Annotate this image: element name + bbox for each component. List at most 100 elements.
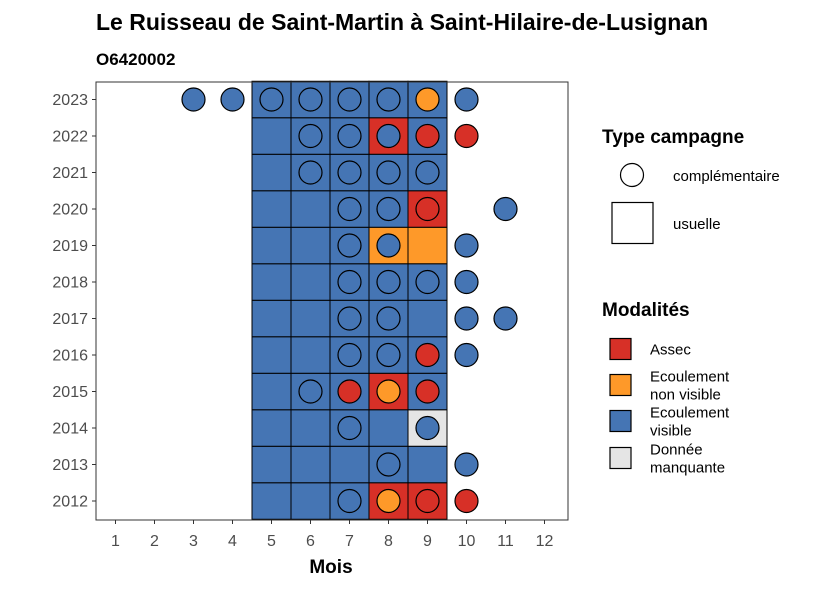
point-2023-10	[454, 87, 479, 112]
legend-label-ecoulement-visible-1: Ecoulement	[650, 405, 730, 422]
tile-2014-9	[407, 409, 448, 447]
y-tick-label-2018: 2018	[52, 275, 88, 292]
x-axis: 1 2 3 4 5 6 7 8 9 10 11 12	[111, 520, 554, 550]
point-2020-8	[376, 196, 401, 222]
tile-2019-5	[251, 226, 292, 265]
point-2022-6	[298, 123, 323, 149]
point-2021-6	[298, 160, 323, 185]
point-2023-5	[259, 87, 284, 112]
tile-2017-5	[251, 299, 292, 338]
x-tick-label-6: 6	[306, 533, 315, 550]
point-2017-7	[337, 306, 362, 331]
tile-2014-6	[290, 409, 331, 447]
x-tick-label-7: 7	[345, 533, 354, 550]
point-2023-7	[337, 87, 362, 112]
legend-swatch-ecoulement-visible	[609, 409, 632, 433]
point-2022-7	[337, 123, 362, 149]
point-2020-11	[493, 196, 518, 222]
y-tick-label-2019: 2019	[52, 238, 88, 255]
point-2018-9	[415, 269, 440, 295]
point-2015-6	[298, 379, 323, 404]
tile-2014-8	[368, 409, 409, 447]
point-2018-8	[376, 269, 401, 295]
tile-2020-6	[290, 190, 331, 228]
legend-fill-title: Modalités	[602, 300, 690, 321]
point-2023-3	[181, 87, 206, 112]
y-tick-label-2014: 2014	[52, 421, 88, 438]
point-2023-6	[298, 87, 323, 112]
point-2015-9	[415, 379, 440, 404]
x-tick-label-8: 8	[384, 533, 393, 550]
tile-2017-6	[290, 299, 331, 338]
x-tick-label-3: 3	[189, 533, 198, 550]
point-2016-10	[454, 342, 479, 368]
point-2020-7	[337, 196, 362, 222]
point-2017-8	[376, 306, 401, 331]
legend-swatch-ecoulement-non-visible	[609, 373, 632, 397]
point-2014-9	[415, 415, 440, 441]
tile-2016-6	[290, 336, 331, 374]
tile-2019-6	[290, 226, 331, 265]
point-2019-8	[376, 233, 401, 258]
y-axis: 2012 2013 2014 2015 2016 2017 2018 2019 2020 2021…	[52, 92, 96, 511]
tile-2013-7	[329, 445, 370, 484]
point-2012-7	[337, 488, 362, 514]
point-2021-7	[337, 160, 362, 185]
y-tick-label-2012: 2012	[52, 494, 88, 511]
legend-label-complementaire: complémentaire	[673, 168, 780, 185]
tile-2012-5	[251, 482, 292, 520]
legend-key-complementaire	[619, 162, 645, 188]
x-tick-label-1: 1	[111, 533, 120, 550]
panel-border	[95, 81, 569, 521]
x-axis-title: Mois	[309, 557, 352, 578]
point-2023-9	[415, 87, 440, 112]
point-2013-10	[454, 452, 479, 477]
legend-swatch-assec	[609, 337, 632, 361]
point-2016-9	[415, 342, 440, 368]
y-tick-label-2021: 2021	[52, 165, 88, 182]
tile-2018-5	[251, 263, 292, 301]
x-tick-label-5: 5	[267, 533, 276, 550]
x-tick-label-2: 2	[150, 533, 159, 550]
point-2019-10	[454, 233, 479, 258]
complementaire-points	[181, 87, 518, 514]
point-2022-8	[376, 123, 401, 149]
point-2017-10	[454, 306, 479, 331]
y-tick-label-2017: 2017	[52, 311, 88, 328]
x-tick-label-4: 4	[228, 533, 237, 550]
point-2020-9	[415, 196, 440, 222]
tile-2021-5	[251, 153, 292, 192]
tile-2013-9	[407, 445, 448, 484]
point-2018-7	[337, 269, 362, 295]
legend-label-donnee-manquante-1: Donnée	[650, 442, 703, 459]
y-tick-label-2013: 2013	[52, 457, 88, 474]
point-2023-8	[376, 87, 401, 112]
point-2018-10	[454, 269, 479, 295]
tile-2016-9	[407, 336, 448, 374]
point-2021-9	[415, 160, 440, 185]
legend-label-ecoulement-non-visible-1: Ecoulement	[650, 369, 730, 386]
legend-key-usuelle	[611, 201, 654, 245]
tile-2013-6	[290, 445, 331, 484]
legend-label-ecoulement-visible-2: visible	[650, 423, 692, 440]
point-2014-7	[337, 415, 362, 441]
point-2017-11	[493, 306, 518, 331]
tile-2015-5	[251, 372, 292, 411]
legend-shape: complémentaire usuelle	[611, 162, 780, 245]
point-2015-7	[337, 379, 362, 404]
x-tick-label-9: 9	[423, 533, 432, 550]
point-2023-4	[220, 87, 245, 112]
tile-2022-5	[251, 117, 292, 155]
y-tick-label-2015: 2015	[52, 384, 88, 401]
y-tick-label-2022: 2022	[52, 129, 88, 146]
point-2016-7	[337, 342, 362, 368]
x-tick-label-12: 12	[536, 533, 554, 550]
point-2012-10	[454, 488, 479, 514]
point-2016-8	[376, 342, 401, 368]
point-2013-8	[376, 452, 401, 477]
tile-2016-5	[251, 336, 292, 374]
point-2022-10	[454, 123, 479, 149]
usuelle-cells	[251, 80, 448, 520]
legend-shape-title: Type campagne	[602, 127, 744, 148]
